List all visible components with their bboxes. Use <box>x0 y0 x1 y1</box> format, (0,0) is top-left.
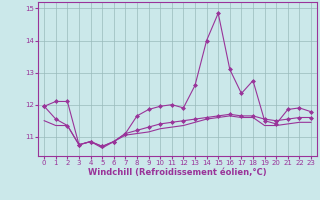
X-axis label: Windchill (Refroidissement éolien,°C): Windchill (Refroidissement éolien,°C) <box>88 168 267 177</box>
